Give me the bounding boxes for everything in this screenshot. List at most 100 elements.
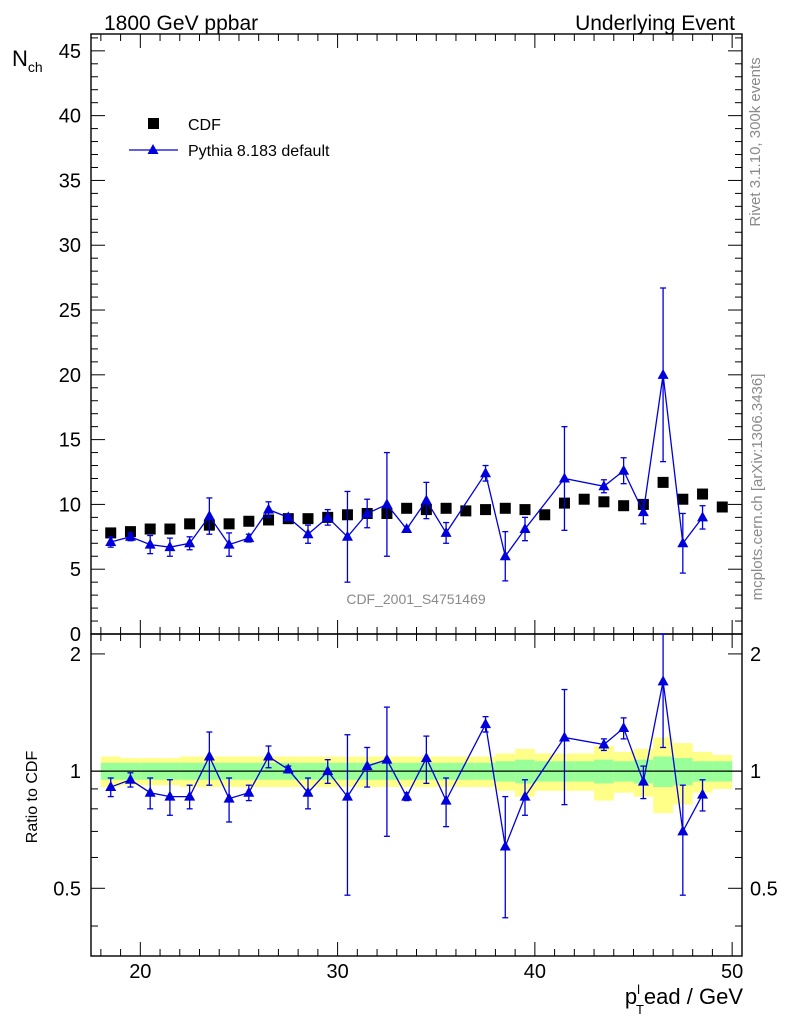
analysis-watermark: CDF_2001_S4751469 — [346, 591, 486, 607]
pythia-main-point-24 — [637, 506, 649, 517]
pythia-main-point-7 — [243, 532, 255, 543]
legend-cdf-marker — [148, 118, 159, 129]
pythia-main-point-13 — [361, 507, 373, 518]
band-inner-28 — [653, 756, 673, 788]
legend-pythia-marker — [147, 144, 159, 154]
plot-frames — [90, 33, 743, 957]
pythia-main-point-25 — [657, 368, 669, 379]
pythia-ratio-point-19 — [499, 840, 511, 851]
x-label-superscript: l — [637, 982, 640, 997]
x-tick-label-30: 30 — [326, 961, 348, 983]
pythia-main-point-20 — [519, 523, 531, 534]
pythia-ratio-point-1 — [124, 773, 136, 784]
pythia-main-point-21 — [558, 472, 570, 483]
pythia-ratio-point-16 — [420, 752, 432, 763]
pythia-main-point-22 — [598, 480, 610, 491]
ratio-y-tick-label-2: 2 — [70, 644, 81, 666]
cdf-point-30 — [697, 488, 709, 500]
pythia-main-point-19 — [499, 550, 511, 561]
pythia-ratio-point-4 — [184, 790, 196, 801]
ratio-y-axis-label: Ratio to CDF — [24, 751, 41, 844]
main-y-tick-label-35: 35 — [59, 170, 81, 192]
cdf-point-4 — [184, 518, 196, 530]
pythia-ratio-point-15 — [401, 790, 413, 801]
ratio-y-tick-label-1: 1 — [70, 761, 81, 783]
x-label-symbol: p — [625, 984, 637, 1009]
pythia-ratio-point-2 — [144, 786, 156, 797]
x-tick-label-20: 20 — [129, 961, 151, 983]
main-y-tick-label-20: 20 — [59, 365, 81, 387]
pythia-ratio-point-27 — [697, 788, 709, 799]
cdf-point-28 — [657, 476, 669, 488]
pythia-main-point-5 — [203, 510, 215, 521]
pythia-main-point-16 — [420, 494, 432, 505]
mcplots-credit-label: mcplots.cern.ch [arXiv:1306.3436] — [749, 374, 766, 601]
pythia-main-point-12 — [341, 530, 353, 541]
cdf-point-18 — [460, 505, 472, 517]
pythia-ratio-point-9 — [282, 763, 294, 774]
x-tick-label-50: 50 — [721, 961, 743, 983]
pythia-ratio-point-17 — [440, 794, 452, 805]
main-y-label-symbol: N — [12, 46, 28, 71]
cdf-point-0 — [105, 527, 117, 539]
ratio-y-tick-label-right-2: 2 — [750, 644, 761, 666]
pythia-ratio-point-12 — [341, 790, 353, 801]
pythia-ratio-point-10 — [302, 786, 314, 797]
cdf-point-29 — [677, 493, 689, 505]
pythia-ratio-point-5 — [203, 750, 215, 761]
pythia-ratio-point-25 — [657, 675, 669, 686]
cdf-point-19 — [480, 504, 492, 516]
main-y-tick-label-0: 0 — [70, 624, 81, 646]
cdf-point-22 — [539, 509, 551, 521]
pythia-ratio-point-7 — [243, 786, 255, 797]
cdf-point-6 — [223, 518, 235, 530]
cdf-point-10 — [302, 513, 314, 525]
pythia-main-point-3 — [164, 541, 176, 552]
x-label-rest: ead / GeV — [644, 984, 743, 1009]
ratio-y-tick-label-right-1: 1 — [750, 761, 761, 783]
pythia-main-point-26 — [677, 537, 689, 548]
header-right: Underlying Event — [575, 12, 735, 35]
header-left: 1800 GeV ppbar — [104, 12, 258, 35]
pythia-ratio-point-18 — [480, 718, 492, 729]
cdf-point-3 — [164, 523, 176, 535]
ratio-y-tick-label-right-0.5: 0.5 — [750, 878, 778, 900]
main-y-tick-label-30: 30 — [59, 235, 81, 257]
pythia-ratio-point-0 — [105, 781, 117, 792]
pythia-ratio-point-8 — [263, 750, 275, 761]
cdf-point-20 — [499, 502, 511, 514]
pythia-ratio-point-20 — [519, 790, 531, 801]
pythia-main-point-11 — [322, 511, 334, 522]
main-y-tick-label-10: 10 — [59, 494, 81, 516]
pythia-main-point-4 — [184, 537, 196, 548]
pythia-main-point-14 — [381, 498, 393, 509]
axis-ticks: 20 30 40 50 0 5 10 15 20 25 30 35 40 45 0.5 0.5 1 1 2 2 — [53, 34, 778, 983]
main-y-tick-label-40: 40 — [59, 106, 81, 128]
cdf-point-25 — [598, 496, 610, 508]
ratio-uncertainty-bands — [100, 737, 733, 814]
cdf-point-8 — [263, 514, 275, 526]
pythia-main-point-17 — [440, 526, 452, 537]
pythia-main-point-15 — [401, 523, 413, 534]
pythia-main-point-27 — [697, 511, 709, 522]
legend-pythia-label: Pythia 8.183 default — [188, 143, 330, 160]
pythia-main-point-10 — [302, 528, 314, 539]
main-y-tick-label-5: 5 — [70, 559, 81, 581]
main-y-label-subscript: ch — [28, 59, 43, 75]
legend: CDF Pythia 8.183 default — [129, 117, 330, 160]
pythia-ratio-point-22 — [598, 738, 610, 749]
main-y-tick-label-25: 25 — [59, 300, 81, 322]
cdf-point-7 — [243, 515, 255, 527]
rivet-version-label: Rivet 3.1.10, 300k events — [747, 57, 764, 226]
x-axis-label: pl Tead / GeV — [625, 982, 743, 1017]
pythia-ratio-line — [110, 681, 704, 849]
cdf-point-24 — [578, 493, 590, 505]
main-y-tick-label-15: 15 — [59, 430, 81, 452]
main-y-axis-label: Nch — [12, 46, 43, 75]
pythia-main-point-1 — [124, 530, 136, 541]
cdf-point-17 — [440, 502, 452, 514]
pythia-ratio-point-3 — [164, 790, 176, 801]
pythia-ratio-point-11 — [322, 765, 334, 776]
pythia-ratio-point-24 — [637, 775, 649, 786]
